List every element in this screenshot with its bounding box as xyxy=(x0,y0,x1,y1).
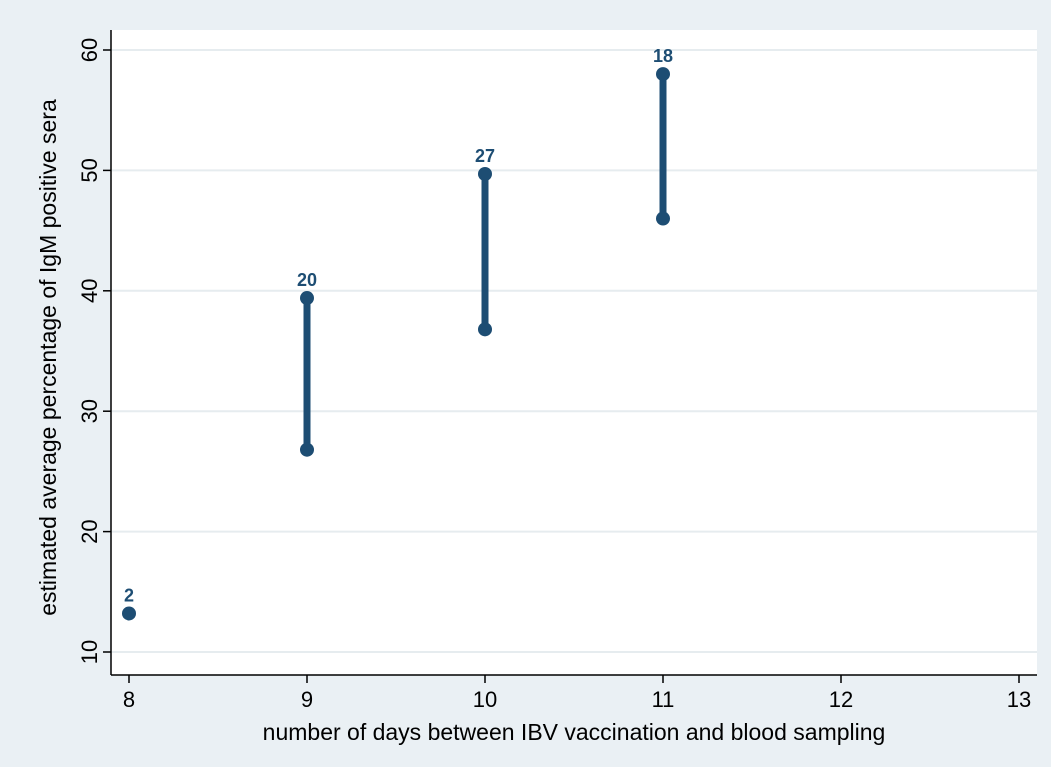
data-label: 20 xyxy=(297,270,317,290)
y-tick-label: 50 xyxy=(77,158,102,182)
data-point-high xyxy=(300,291,314,306)
y-tick-label: 20 xyxy=(77,519,102,543)
y-tick-label: 10 xyxy=(77,640,102,664)
y-tick-label: 60 xyxy=(77,38,102,62)
y-tick-label: 40 xyxy=(77,279,102,303)
data-point-high xyxy=(656,67,670,82)
x-axis-title: number of days between IBV vaccination a… xyxy=(263,719,886,745)
data-label: 27 xyxy=(475,146,495,166)
data-point-low xyxy=(656,211,670,226)
data-point-low xyxy=(300,442,314,457)
data-point-low xyxy=(122,606,136,621)
y-tick-label: 30 xyxy=(77,399,102,423)
x-tick-label: 12 xyxy=(829,687,853,712)
plot-area xyxy=(111,30,1037,675)
x-tick-label: 10 xyxy=(473,687,497,712)
data-point-low xyxy=(478,322,492,337)
x-tick-label: 9 xyxy=(301,687,313,712)
x-tick-label: 8 xyxy=(123,687,135,712)
data-label: 2 xyxy=(124,585,134,605)
data-label: 18 xyxy=(653,46,673,66)
data-point-high xyxy=(478,167,492,182)
x-tick-label: 13 xyxy=(1007,687,1031,712)
x-tick-label: 11 xyxy=(652,687,675,712)
y-axis-title: estimated average percentage of IgM posi… xyxy=(35,99,61,616)
